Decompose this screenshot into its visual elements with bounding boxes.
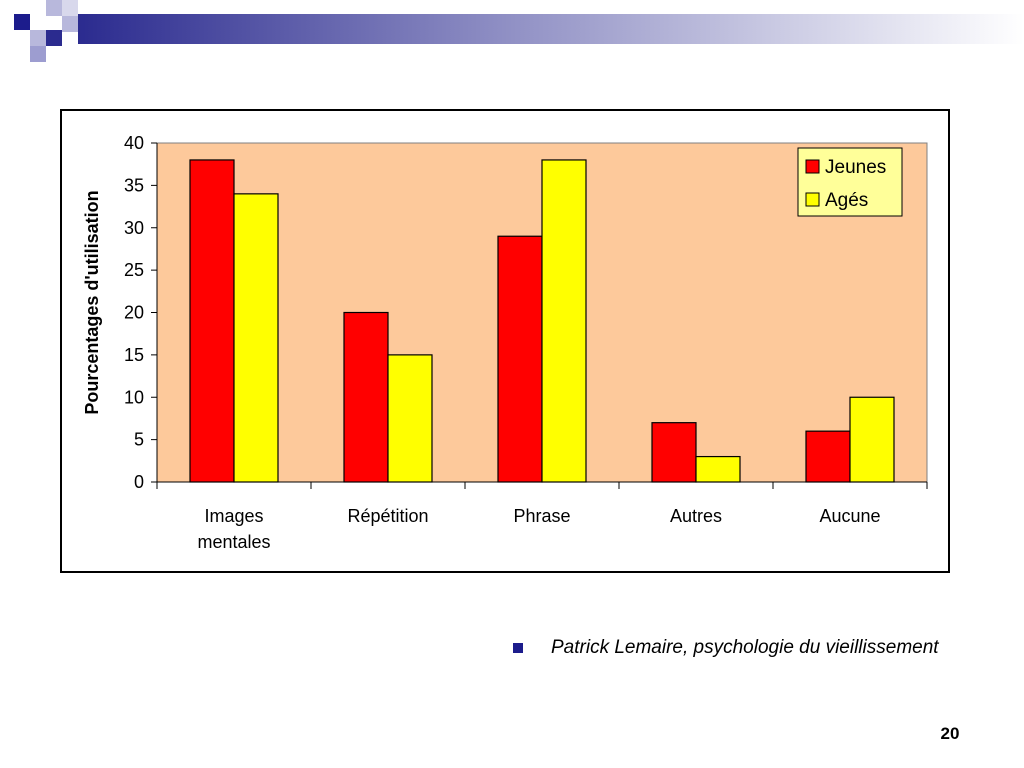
decor-square [30, 46, 46, 62]
legend-swatch-agés [805, 192, 820, 207]
header-decoration [14, 0, 1024, 62]
legend-box [797, 147, 903, 217]
y-tick-label: 40 [124, 133, 144, 153]
y-tick-label: 0 [134, 472, 144, 492]
y-tick-label: 5 [134, 430, 144, 450]
x-tick-label: Phrase [513, 506, 570, 526]
page-number: 20 [940, 724, 960, 743]
x-tick-label: Aucune [819, 506, 880, 526]
y-tick-label: 10 [124, 387, 144, 407]
decor-square [14, 14, 30, 30]
bullet-square-icon [513, 643, 523, 653]
legend-label: Agés [825, 190, 868, 211]
bar-jeunes [189, 159, 235, 483]
y-axis-title: Pourcentages d'utilisation [82, 190, 102, 414]
bar-agés [695, 455, 741, 483]
footer-citation: Patrick Lemaire, psychologie du vieillis… [551, 637, 939, 658]
decor-square [46, 0, 62, 16]
bar-chart: 0 5 10 15 20 25 30 35 40 Images mentales Répétition… [82, 133, 928, 552]
decor-square [30, 30, 46, 46]
decor-square [46, 30, 62, 46]
bar-jeunes [343, 311, 389, 483]
bar-agés [387, 354, 433, 483]
bar-agés [541, 159, 587, 483]
bar-jeunes [651, 422, 697, 483]
legend-swatch-jeunes [805, 159, 820, 174]
decor-square [62, 16, 78, 32]
bar-agés [233, 193, 279, 483]
bar-jeunes [805, 430, 851, 483]
footer: Patrick Lemaire, psychologie du vieillis… [513, 634, 1024, 662]
y-tick-label: 35 [124, 175, 144, 195]
header-gradient-bar [78, 14, 1024, 44]
y-tick-label: 15 [124, 345, 144, 365]
chart-frame: 0 5 10 15 20 25 30 35 40 Images mentales Répétition… [60, 109, 950, 573]
y-tick-label: 30 [124, 218, 144, 238]
legend-label: Jeunes [825, 157, 886, 178]
y-tick-label: 25 [124, 260, 144, 280]
x-tick-label: Images mentales [197, 506, 270, 552]
bar-agés [849, 396, 895, 483]
decor-square [62, 0, 78, 16]
x-tick-label: Répétition [347, 506, 428, 526]
legend: Jeunes Agés [797, 147, 903, 217]
x-tick-label: Autres [670, 506, 722, 526]
bar-jeunes [497, 235, 543, 483]
y-tick-label: 20 [124, 303, 144, 323]
